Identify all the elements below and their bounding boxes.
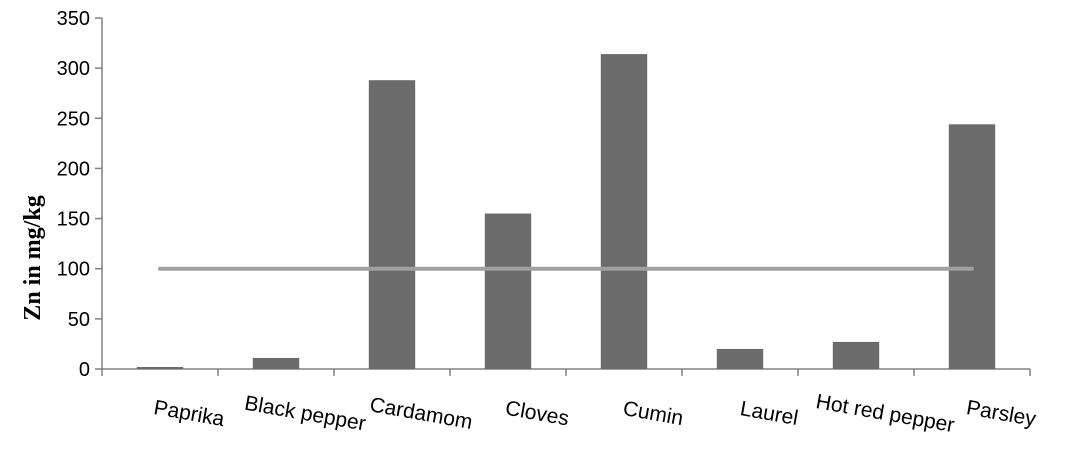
bar-cardamom — [368, 80, 416, 370]
x-category-label: Cumin — [621, 397, 685, 430]
bars — [136, 54, 996, 370]
x-category-label: Laurel — [738, 397, 799, 430]
x-axis — [101, 368, 1031, 376]
bar-paprika — [136, 366, 184, 369]
bar-cumin — [600, 54, 648, 370]
x-category-label: Hot red pepper — [814, 390, 956, 437]
y-tick-label: 200 — [57, 158, 90, 180]
x-category-label: Cardamom — [368, 393, 474, 434]
bar-cloves — [484, 213, 532, 369]
y-tick-label: 250 — [57, 108, 90, 130]
x-category-label: Black pepper — [243, 392, 368, 436]
x-category-label: Paprika — [152, 396, 226, 431]
y-axis-title: Zn in mg/kg — [20, 195, 46, 320]
x-category-label: Cloves — [504, 397, 571, 431]
y-tick-label: 100 — [57, 259, 90, 281]
bar-laurel — [716, 348, 764, 369]
y-tick-label: 350 — [57, 8, 90, 30]
y-tick-label: 0 — [79, 359, 90, 381]
bar-black-pepper — [252, 357, 300, 369]
y-tick-label: 300 — [57, 58, 90, 80]
bar-hot-red-pepper — [832, 341, 880, 369]
x-category-label: Parsley — [965, 396, 1038, 431]
y-axis: 0 50 100 150 200 250 300 350 — [57, 8, 103, 381]
bar-parsley — [948, 124, 996, 369]
y-tick-label: 150 — [57, 209, 90, 231]
category-labels: Paprika Black pepper Cardamom Cloves Cumin La… — [152, 390, 1038, 437]
y-tick-label: 50 — [68, 309, 90, 331]
